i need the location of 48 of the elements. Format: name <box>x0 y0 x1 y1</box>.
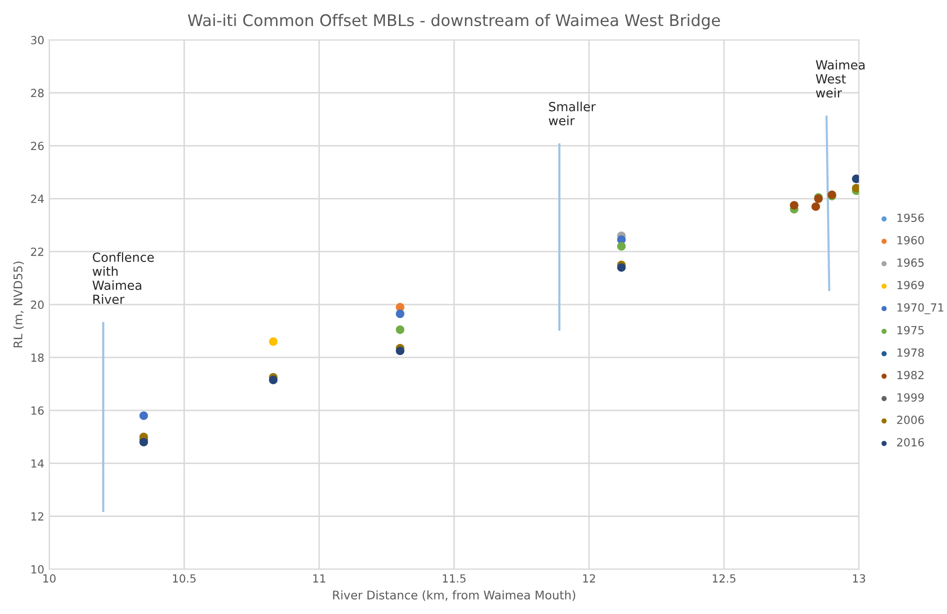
y-tick-label: 22 <box>31 248 44 256</box>
point <box>790 201 798 210</box>
x-tick-label: 11 <box>313 574 326 582</box>
legend-label: 1965 <box>898 258 924 267</box>
x-tick-label: 11.5 <box>442 574 466 583</box>
point <box>811 202 820 211</box>
x-axis-title: River Distance (km, from Waimea Mouth) <box>333 590 576 601</box>
point <box>139 438 148 446</box>
y-tick-label: 14 <box>31 459 44 468</box>
legend-label: 2016 <box>897 438 924 446</box>
point <box>852 184 859 192</box>
legend-label: 1960 <box>898 236 924 244</box>
legend-label: 1978 <box>898 348 924 357</box>
y-tick-label: 28 <box>31 88 44 98</box>
legend-label: 1975 <box>898 326 924 334</box>
point <box>396 325 404 334</box>
x-tick-label: 13 <box>853 574 866 583</box>
x-tick-label: 10.5 <box>173 574 196 583</box>
x-tick-label: 12.5 <box>712 574 736 583</box>
y-tick-label: 26 <box>31 142 44 150</box>
point <box>617 242 626 251</box>
legend-label: 1999 <box>898 393 924 402</box>
y-axis-title: RL (m, NVD55) <box>13 262 24 348</box>
point <box>617 263 626 272</box>
legend-label: 2006 <box>897 416 924 424</box>
y-tick-label: 16 <box>31 406 44 415</box>
annotation: Conflence with Waimea River <box>92 252 154 304</box>
y-tick-label: 10 <box>31 565 44 574</box>
x-tick-label: 10 <box>43 574 56 583</box>
y-tick-label: 24 <box>31 194 44 203</box>
point <box>139 411 148 420</box>
y-tick-label: 20 <box>31 300 44 309</box>
y-tick-label: 12 <box>31 512 44 520</box>
legend-label: 1982 <box>898 370 924 380</box>
y-tick-label: 18 <box>31 353 44 362</box>
x-tick-label: 12 <box>583 574 595 582</box>
chart-title: Wai-iti Common Offset MBLs - downstream of Waimea West Bridge <box>188 14 720 30</box>
legend-label: 1970_71 <box>898 303 944 314</box>
annotation: Waimea West weir <box>816 60 865 98</box>
point <box>852 174 859 184</box>
point <box>268 337 278 346</box>
point <box>396 346 404 356</box>
y-tick-label: 30 <box>31 36 44 44</box>
legend-label: 1969 <box>898 280 924 290</box>
point <box>268 376 278 384</box>
legend-label: 1956 <box>898 214 924 222</box>
point <box>396 310 404 318</box>
annotation: Smaller weir <box>548 102 596 126</box>
